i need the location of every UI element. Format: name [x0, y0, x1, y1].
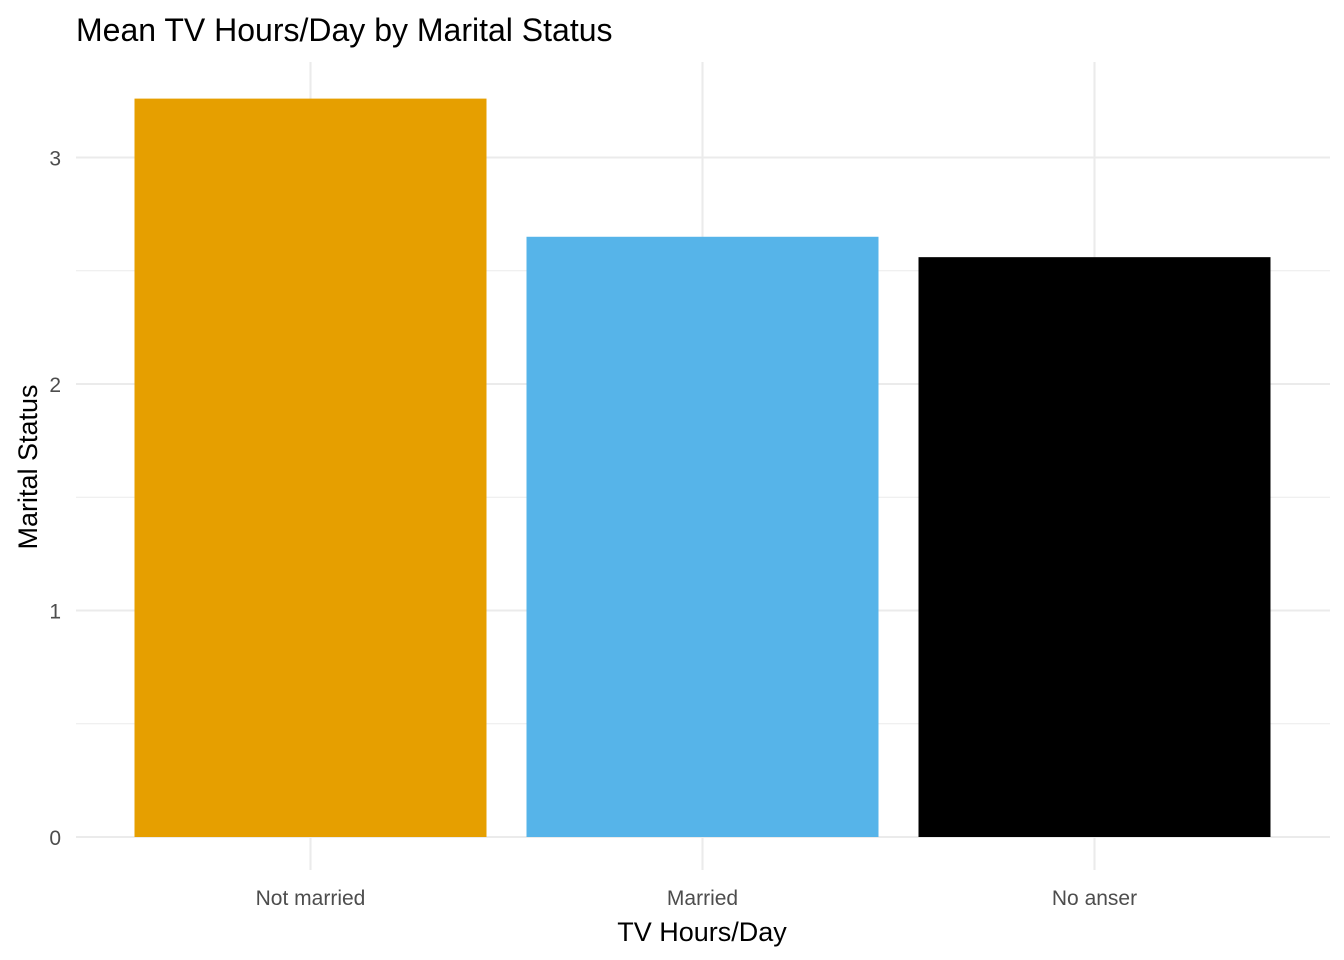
bar-no-anser [918, 257, 1271, 837]
x-axis-ticks: Not married Married No anser [256, 887, 1137, 910]
x-tick-label: Married [667, 887, 738, 910]
y-tick-label: 3 [49, 148, 61, 171]
chart-title: Mean TV Hours/Day by Marital Status [76, 12, 613, 48]
bars [134, 98, 1271, 838]
y-axis-title: Marital Status [13, 384, 43, 549]
x-tick-label: No anser [1052, 887, 1137, 910]
bar-married [526, 236, 879, 837]
x-tick-label: Not married [256, 887, 366, 910]
y-tick-label: 2 [49, 374, 61, 397]
x-axis-title: TV Hours/Day [617, 917, 787, 947]
bar-not-married [134, 98, 487, 838]
y-tick-label: 0 [49, 827, 61, 850]
y-tick-label: 1 [49, 601, 61, 624]
y-axis-ticks: 0 1 2 3 [49, 148, 61, 851]
